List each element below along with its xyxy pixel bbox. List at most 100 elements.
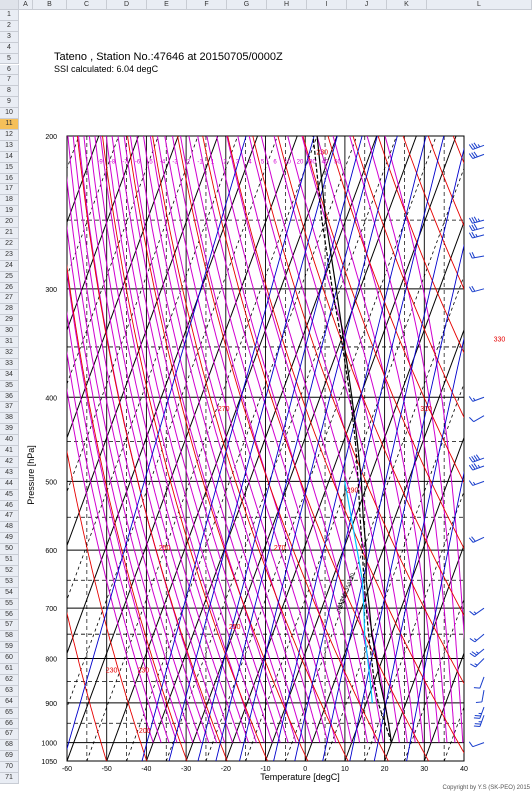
mixing-ratio-lines	[67, 136, 464, 761]
row-header-10[interactable]: 10	[0, 108, 19, 119]
row-header-9[interactable]: 9	[0, 97, 19, 109]
wind-barb-flag	[471, 456, 476, 462]
row-header-71[interactable]: 71	[0, 773, 19, 784]
row-header-21[interactable]: 21	[0, 228, 19, 239]
row-header-57[interactable]: 57	[0, 620, 19, 632]
column-header-b[interactable]: B	[33, 0, 67, 10]
row-header-6[interactable]: 6	[0, 64, 19, 76]
row-header-58[interactable]: 58	[0, 631, 19, 643]
row-header-27[interactable]: 27	[0, 293, 19, 305]
y-tick-label: 1000	[41, 741, 57, 748]
row-header-17[interactable]: 17	[0, 184, 19, 196]
row-header-14[interactable]: 14	[0, 151, 19, 163]
row-header-50[interactable]: 50	[0, 544, 19, 556]
row-header-47[interactable]: 47	[0, 511, 19, 523]
row-header-53[interactable]: 53	[0, 576, 19, 588]
column-header-c[interactable]: C	[67, 0, 107, 10]
row-header-35[interactable]: 35	[0, 380, 19, 392]
wind-barb-flag	[471, 224, 476, 231]
column-header-g[interactable]: G	[227, 0, 267, 10]
row-header-39[interactable]: 39	[0, 424, 19, 436]
row-header-45[interactable]: 45	[0, 489, 19, 501]
mixing-ratio-label: 0.2	[338, 598, 345, 606]
row-header-55[interactable]: 55	[0, 598, 19, 610]
row-header-33[interactable]: 33	[0, 358, 19, 370]
column-header-h[interactable]: H	[267, 0, 307, 10]
row-header-19[interactable]: 19	[0, 206, 19, 218]
dry-adiabat-line	[67, 263, 188, 761]
row-header-26[interactable]: 26	[0, 282, 19, 294]
row-header-65[interactable]: 65	[0, 707, 19, 719]
row-header-60[interactable]: 60	[0, 653, 19, 665]
row-header-64[interactable]: 64	[0, 696, 19, 708]
row-header-49[interactable]: 49	[0, 533, 19, 545]
row-header-16[interactable]: 16	[0, 173, 19, 185]
row-header-40[interactable]: 40	[0, 435, 19, 447]
row-header-24[interactable]: 24	[0, 260, 19, 272]
row-header-18[interactable]: 18	[0, 195, 19, 207]
row-header-36[interactable]: 36	[0, 391, 19, 403]
row-header-2[interactable]: 2	[0, 20, 19, 32]
row-header-34[interactable]: 34	[0, 369, 19, 381]
row-header-42[interactable]: 42	[0, 456, 19, 468]
row-header-11[interactable]: 11	[0, 119, 19, 130]
row-header-61[interactable]: 61	[0, 664, 19, 675]
row-header-59[interactable]: 59	[0, 642, 19, 654]
row-header-22[interactable]: 22	[0, 238, 19, 250]
row-header-8[interactable]: 8	[0, 86, 19, 98]
row-header-30[interactable]: 30	[0, 326, 19, 338]
row-header-37[interactable]: 37	[0, 402, 19, 414]
row-header-48[interactable]: 48	[0, 522, 19, 534]
row-header-70[interactable]: 70	[0, 762, 19, 774]
row-header-29[interactable]: 29	[0, 315, 19, 327]
row-header-23[interactable]: 23	[0, 249, 19, 261]
row-header-63[interactable]: 63	[0, 685, 19, 697]
row-header-31[interactable]: 31	[0, 337, 19, 348]
row-header-44[interactable]: 44	[0, 478, 19, 490]
row-header-51[interactable]: 51	[0, 555, 19, 566]
row-header-12[interactable]: 12	[0, 129, 19, 141]
isotherm-line	[67, 136, 139, 332]
sounding-series-2	[344, 481, 373, 703]
wind-barb-flag	[469, 252, 473, 259]
column-header-k[interactable]: K	[387, 0, 427, 10]
wind-barb	[468, 396, 485, 402]
select-all-corner[interactable]	[0, 0, 19, 10]
wind-barb-flag	[475, 454, 481, 460]
row-header-41[interactable]: 41	[0, 446, 19, 457]
column-header-a[interactable]: A	[19, 0, 33, 10]
row-header-5[interactable]: 5	[0, 53, 19, 65]
row-header-52[interactable]: 52	[0, 565, 19, 577]
row-header-25[interactable]: 25	[0, 271, 19, 283]
row-header-54[interactable]: 54	[0, 587, 19, 599]
row-header-69[interactable]: 69	[0, 751, 19, 763]
row-header-7[interactable]: 7	[0, 75, 19, 87]
column-header-f[interactable]: F	[187, 0, 227, 10]
row-header-1[interactable]: 1	[0, 10, 19, 21]
mixing-ratio-line	[215, 136, 378, 761]
column-header-d[interactable]: D	[107, 0, 147, 10]
row-header-43[interactable]: 43	[0, 467, 19, 479]
row-header-68[interactable]: 68	[0, 740, 19, 752]
dry-adiabat-label: 230	[316, 149, 328, 156]
row-header-62[interactable]: 62	[0, 674, 19, 686]
row-header-3[interactable]: 3	[0, 31, 19, 43]
row-header-32[interactable]: 32	[0, 347, 19, 359]
column-header-e[interactable]: E	[147, 0, 187, 10]
dry-adiabat-line	[503, 136, 532, 761]
x-tick-label: -60	[62, 766, 72, 773]
row-header-13[interactable]: 13	[0, 140, 19, 152]
row-header-20[interactable]: 20	[0, 217, 19, 229]
row-header-4[interactable]: 4	[0, 42, 19, 54]
row-header-56[interactable]: 56	[0, 609, 19, 621]
moist-adiabat-line	[237, 136, 392, 743]
row-header-38[interactable]: 38	[0, 413, 19, 425]
row-header-46[interactable]: 46	[0, 500, 19, 512]
column-header-i[interactable]: I	[307, 0, 347, 10]
row-header-28[interactable]: 28	[0, 304, 19, 316]
row-header-15[interactable]: 15	[0, 162, 19, 174]
row-header-67[interactable]: 67	[0, 729, 19, 741]
row-header-66[interactable]: 66	[0, 718, 19, 730]
column-header-j[interactable]: J	[347, 0, 387, 10]
